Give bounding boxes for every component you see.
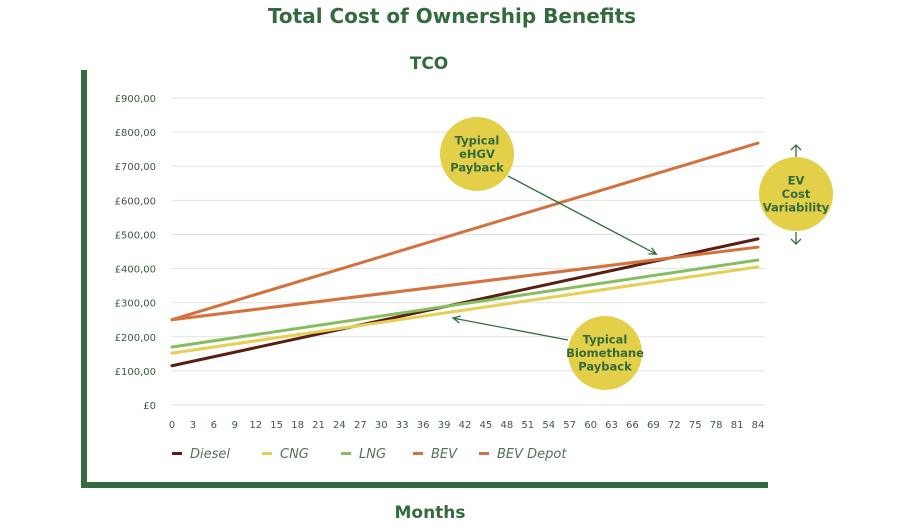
x-tick-label: 36 xyxy=(417,420,430,431)
x-tick-label: 24 xyxy=(333,420,346,431)
chart-title: TCO xyxy=(410,54,449,74)
x-tick-label: 39 xyxy=(438,420,451,431)
x-tick-label: 27 xyxy=(354,420,367,431)
series-line-bev-depot xyxy=(170,245,760,322)
y-tick-label: £600,00 xyxy=(115,196,156,207)
x-tick-label: 75 xyxy=(689,420,702,431)
annotation-bubble xyxy=(440,117,514,191)
annotation-bubble xyxy=(568,316,642,390)
y-tick-label: £800,00 xyxy=(115,128,156,139)
annotation-text: EV xyxy=(788,174,805,188)
x-tick-label: 6 xyxy=(211,420,217,431)
legend-swatch xyxy=(341,452,351,455)
x-tick-label: 18 xyxy=(291,420,304,431)
x-tick-label: 9 xyxy=(232,420,238,431)
x-tick-label: 42 xyxy=(459,420,472,431)
x-tick-label: 33 xyxy=(396,420,409,431)
x-tick-label: 84 xyxy=(752,420,765,431)
series-line-bev xyxy=(170,141,760,322)
annotation-text: Payback xyxy=(450,161,504,175)
legend-swatch xyxy=(262,452,272,455)
legend-label: BEV xyxy=(431,447,458,462)
legend-swatch xyxy=(172,452,182,455)
x-tick-label: 48 xyxy=(500,420,513,431)
ev-variability-arrows xyxy=(790,144,802,245)
x-axis-ticks: 0 3 6 9 12 15 18 21 24 27 30 33 36 39 42 45 48 51 54 57 60 63… xyxy=(169,420,765,431)
frame-left-bar xyxy=(81,70,87,488)
x-tick-label: 0 xyxy=(169,420,175,431)
annotation-text: eHGV xyxy=(459,147,495,161)
x-tick-label: 30 xyxy=(375,420,388,431)
y-axis-ticks: £0 £100,00 £200,00 £300,00 £400,00 £500,00 £60… xyxy=(115,94,156,412)
annotation-bubble xyxy=(759,157,833,231)
x-tick-label: 21 xyxy=(312,420,325,431)
x-tick-label: 72 xyxy=(668,420,681,431)
x-tick-label: 78 xyxy=(710,420,723,431)
x-tick-label: 51 xyxy=(521,420,534,431)
y-tick-label: £300,00 xyxy=(115,299,156,310)
page-title: Total Cost of Ownership Benefits xyxy=(267,4,637,28)
x-tick-label: 45 xyxy=(480,420,493,431)
y-tick-label: £400,00 xyxy=(115,265,156,276)
legend-swatch xyxy=(413,452,423,455)
x-tick-label: 81 xyxy=(731,420,744,431)
annotation-text: Payback xyxy=(578,360,632,374)
legend-item-diesel: Diesel xyxy=(172,447,230,462)
x-tick-label: 54 xyxy=(542,420,555,431)
legend-label: CNG xyxy=(280,447,309,462)
legend-item-cng: CNG xyxy=(262,447,309,462)
x-tick-label: 57 xyxy=(563,420,576,431)
biomethane-arrow xyxy=(451,315,569,341)
legend: Diesel CNG LNG BEV BEV Depot xyxy=(172,447,567,462)
legend-item-lng: LNG xyxy=(341,447,386,462)
y-tick-label: £100,00 xyxy=(115,367,156,378)
y-tick-label: £500,00 xyxy=(115,230,156,241)
x-axis-label: Months xyxy=(394,503,466,523)
series-line-cng xyxy=(170,265,760,355)
legend-item-bev-depot: BEV Depot xyxy=(479,447,567,462)
x-tick-label: 15 xyxy=(270,420,283,431)
annotation-text: Biomethane xyxy=(566,346,644,360)
x-tick-label: 66 xyxy=(626,420,639,431)
annotation-text: Typical xyxy=(455,134,500,148)
annotation-text: Cost xyxy=(782,187,811,201)
x-tick-label: 63 xyxy=(605,420,618,431)
x-tick-label: 69 xyxy=(647,420,660,431)
frame-bottom-bar xyxy=(81,482,768,488)
ehgv-arrow xyxy=(507,175,658,255)
y-tick-label: £0 xyxy=(143,401,156,412)
x-tick-label: 60 xyxy=(584,420,597,431)
y-tick-label: £700,00 xyxy=(115,162,156,173)
legend-item-bev: BEV xyxy=(413,447,458,462)
y-tick-label: £900,00 xyxy=(115,94,156,105)
x-tick-label: 3 xyxy=(190,420,196,431)
series-lines xyxy=(170,141,760,368)
y-tick-label: £200,00 xyxy=(115,333,156,344)
annotation-text: Typical xyxy=(583,333,628,347)
legend-label: LNG xyxy=(359,447,386,462)
legend-label: Diesel xyxy=(190,447,230,462)
legend-swatch xyxy=(479,452,489,455)
annotation-text: Variability xyxy=(763,201,830,215)
annotations: TypicaleHGVPaybackTypicalBiomethanePayba… xyxy=(440,117,833,390)
x-tick-label: 12 xyxy=(249,420,262,431)
legend-label: BEV Depot xyxy=(497,447,567,462)
series-line-lng xyxy=(170,258,760,349)
